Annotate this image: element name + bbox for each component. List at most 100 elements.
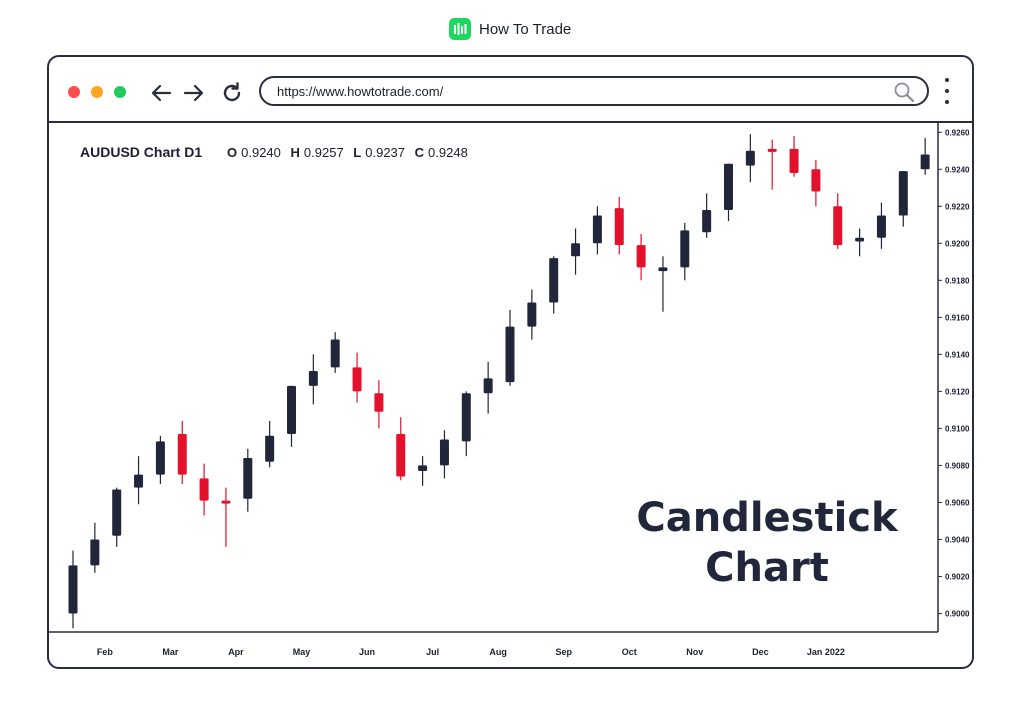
candle-body bbox=[68, 565, 78, 614]
y-tick-label: 0.9160 bbox=[945, 313, 970, 322]
y-tick-label: 0.9200 bbox=[945, 239, 970, 248]
forward-arrow-icon[interactable] bbox=[181, 80, 207, 106]
address-bar[interactable]: https://www.howtotrade.com/ bbox=[259, 76, 929, 106]
candle-29 bbox=[702, 193, 712, 238]
candle-body bbox=[571, 243, 581, 257]
chart-title: AUDUSD Chart D1 bbox=[80, 144, 202, 160]
maximize-window-button[interactable] bbox=[114, 86, 126, 98]
candle-27 bbox=[658, 256, 668, 312]
y-tick-label: 0.9020 bbox=[945, 572, 970, 581]
ohlc-open-label: O bbox=[227, 145, 237, 160]
candle-20 bbox=[505, 309, 515, 386]
candle-11 bbox=[308, 354, 318, 405]
brand: How To Trade bbox=[449, 17, 571, 41]
candle-body bbox=[876, 215, 886, 238]
y-tick-label: 0.9040 bbox=[945, 535, 970, 544]
candle-body bbox=[745, 150, 755, 166]
x-tick-label: Nov bbox=[686, 647, 703, 657]
candles-group bbox=[68, 134, 930, 629]
ohlc-close-label: C bbox=[415, 145, 425, 160]
candle-body bbox=[855, 237, 865, 242]
candle-body bbox=[505, 326, 515, 383]
x-tick-label: Sep bbox=[555, 647, 572, 657]
x-tick-label: May bbox=[293, 647, 311, 657]
candle-31 bbox=[745, 134, 755, 183]
candle-18 bbox=[461, 391, 471, 457]
ohlc-close-value: 0.9248 bbox=[428, 145, 468, 160]
brand-name: How To Trade bbox=[479, 20, 572, 38]
x-tick-label: Feb bbox=[97, 647, 114, 657]
candle-body bbox=[199, 478, 209, 501]
ohlc-high-value: 0.9257 bbox=[304, 145, 344, 160]
y-tick-label: 0.9000 bbox=[945, 609, 970, 618]
candle-body bbox=[418, 465, 428, 471]
candle-body bbox=[898, 171, 908, 216]
candle-body bbox=[680, 230, 690, 268]
candle-body bbox=[155, 441, 165, 475]
candle-37 bbox=[876, 202, 886, 249]
ohlc-low-label: L bbox=[353, 145, 361, 160]
candle-body bbox=[614, 208, 624, 246]
candle-body bbox=[90, 539, 100, 566]
y-tick-label: 0.9080 bbox=[945, 461, 970, 470]
x-tick-label: Jan 2022 bbox=[807, 647, 845, 657]
y-tick-label: 0.9220 bbox=[945, 202, 970, 211]
candle-38 bbox=[898, 171, 908, 227]
candle-body bbox=[396, 433, 406, 477]
candle-body bbox=[374, 393, 384, 412]
url-text: https://www.howtotrade.com/ bbox=[277, 84, 444, 99]
x-axis-ticks: Feb Mar Apr May Jun Jul Aug Sep Oct Nov Dec Jan 202… bbox=[97, 647, 845, 657]
candle-35 bbox=[833, 193, 843, 249]
x-tick-label: Aug bbox=[489, 647, 507, 657]
candle-body bbox=[439, 439, 449, 466]
candle-5 bbox=[177, 420, 187, 484]
y-axis-ticks: 0.9260 0.9240 0.9220 0.9200 0.9180 0.9160 0.91… bbox=[938, 128, 970, 618]
candle-3 bbox=[134, 456, 144, 505]
candle-2 bbox=[112, 487, 122, 547]
ohlc-high-label: H bbox=[291, 145, 300, 160]
back-arrow-icon[interactable] bbox=[148, 80, 174, 106]
ohlc-readout: O 0.9240 H 0.9257 L 0.9237 C 0.9248 bbox=[227, 145, 468, 160]
overlay-title-line-1: Candlestick bbox=[636, 495, 899, 541]
browser-toolbar: https://www.howtotrade.com/ bbox=[49, 57, 972, 123]
close-window-button[interactable] bbox=[68, 86, 80, 98]
reload-icon[interactable] bbox=[219, 80, 245, 106]
candle-12 bbox=[330, 332, 340, 373]
candle-body bbox=[287, 385, 296, 434]
candle-0 bbox=[68, 550, 78, 629]
candle-body bbox=[308, 371, 318, 386]
y-tick-label: 0.9240 bbox=[945, 165, 970, 174]
ohlc-low-value: 0.9237 bbox=[365, 145, 405, 160]
overlay-title-line-2: Chart bbox=[705, 545, 829, 591]
candle-34 bbox=[811, 160, 821, 207]
candle-body bbox=[658, 267, 668, 272]
candle-10 bbox=[287, 385, 296, 447]
y-tick-label: 0.9060 bbox=[945, 498, 970, 507]
candle-body bbox=[177, 433, 187, 475]
candle-22 bbox=[549, 256, 559, 314]
candle-body bbox=[724, 163, 733, 210]
candle-4 bbox=[155, 435, 165, 484]
candle-body bbox=[352, 367, 362, 392]
browser-window: https://www.howtotrade.com/ 0.9260 0.9240… bbox=[47, 55, 974, 669]
y-tick-label: 0.9120 bbox=[945, 387, 970, 396]
candle-body bbox=[549, 258, 559, 303]
candle-16 bbox=[418, 456, 428, 486]
candle-body bbox=[920, 154, 930, 170]
candlestick-chart: 0.9260 0.9240 0.9220 0.9200 0.9180 0.9160 0.91… bbox=[49, 123, 970, 657]
candle-36 bbox=[855, 228, 865, 257]
search-icon[interactable] bbox=[893, 81, 915, 108]
candle-body bbox=[702, 209, 712, 233]
candle-39 bbox=[920, 137, 930, 175]
candle-28 bbox=[680, 222, 690, 281]
minimize-window-button[interactable] bbox=[91, 86, 103, 98]
candle-body bbox=[265, 435, 275, 462]
ohlc-open-value: 0.9240 bbox=[241, 145, 281, 160]
candle-26 bbox=[636, 234, 646, 281]
candle-body bbox=[811, 169, 821, 192]
candle-body bbox=[483, 378, 493, 394]
x-tick-label: Jun bbox=[359, 647, 375, 657]
x-tick-label: Mar bbox=[162, 647, 179, 657]
candle-1 bbox=[90, 522, 100, 573]
more-vertical-icon[interactable] bbox=[944, 78, 950, 104]
